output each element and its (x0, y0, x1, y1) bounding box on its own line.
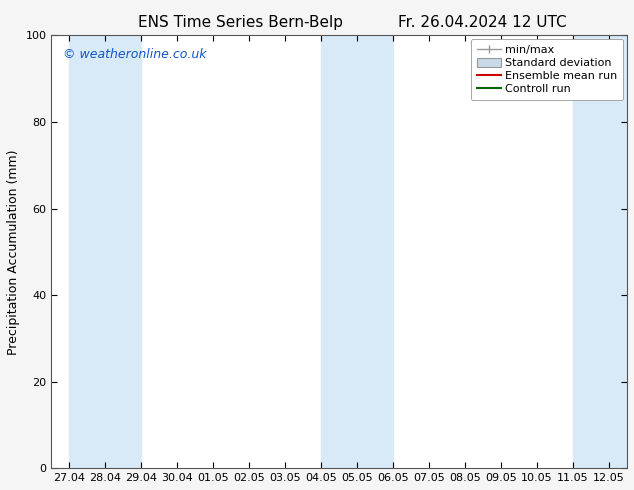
Y-axis label: Precipitation Accumulation (mm): Precipitation Accumulation (mm) (7, 149, 20, 355)
Text: Fr. 26.04.2024 12 UTC: Fr. 26.04.2024 12 UTC (398, 15, 566, 30)
Bar (609, 35, 626, 468)
Bar (321, 35, 393, 468)
Bar (573, 35, 609, 468)
Text: © weatheronline.co.uk: © weatheronline.co.uk (63, 49, 206, 61)
Legend: min/max, Standard deviation, Ensemble mean run, Controll run: min/max, Standard deviation, Ensemble me… (471, 39, 623, 100)
Text: ENS Time Series Bern-Belp: ENS Time Series Bern-Belp (138, 15, 344, 30)
Bar (69, 35, 141, 468)
